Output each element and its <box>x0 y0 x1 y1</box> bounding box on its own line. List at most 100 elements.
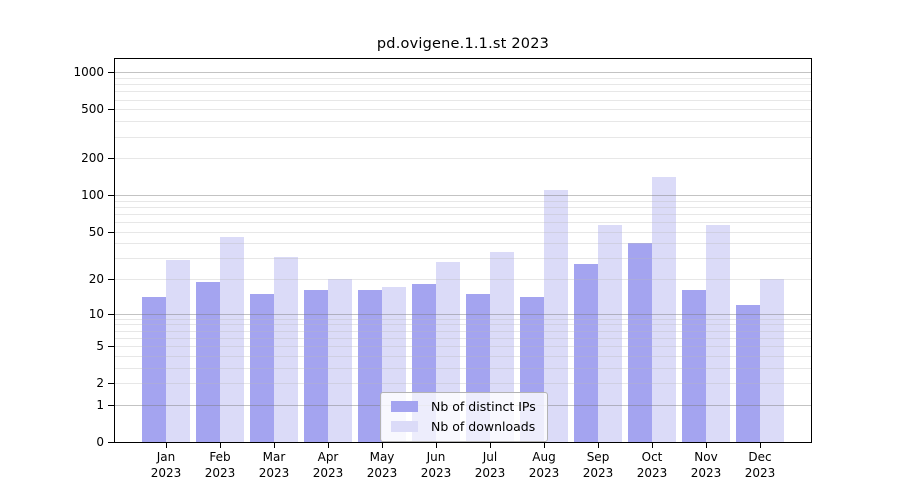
bar-downloads-nov <box>706 224 730 442</box>
x-tick-year: 2023 <box>366 465 398 480</box>
y-axis-tick-label: 0 <box>96 435 104 449</box>
y-axis-tick <box>108 72 114 74</box>
bar-distinct-ips-oct <box>628 243 652 442</box>
x-axis-tick <box>436 443 437 448</box>
y-axis-tick <box>108 109 114 111</box>
legend-swatch-downloads <box>391 421 418 432</box>
y-axis-tick <box>108 313 114 315</box>
grid-line-minor <box>115 231 811 233</box>
y-axis-tick-label: 5 <box>96 339 104 354</box>
grid-line-minor <box>115 213 811 215</box>
bar-distinct-ips-nov <box>682 290 706 442</box>
bar-distinct-ips-sep <box>574 263 598 442</box>
grid-line-minor <box>115 109 811 111</box>
x-tick-month: Feb <box>209 450 231 464</box>
grid-line-major <box>115 72 811 74</box>
bar-downloads-dec <box>760 279 784 442</box>
x-axis-tick-label: Nov 2023 <box>674 450 738 481</box>
bar-downloads-aug <box>544 189 568 442</box>
x-axis-tick-label: Sep 2023 <box>566 450 630 481</box>
x-axis-tick <box>490 443 491 448</box>
x-axis-tick-label: Dec 2023 <box>728 450 792 481</box>
x-axis-tick-label: Aug 2023 <box>512 450 576 481</box>
x-axis-tick-label: Jul 2023 <box>458 450 522 481</box>
grid-line-minor <box>115 337 811 339</box>
grid-line-minor <box>115 77 811 79</box>
x-tick-month: Jul <box>482 450 498 464</box>
x-axis-tick-label: Mar 2023 <box>242 450 306 481</box>
y-axis-tick-label: 100 <box>81 188 104 202</box>
x-tick-month: Dec <box>748 450 772 464</box>
grid-line-minor <box>115 84 811 86</box>
y-axis-tick <box>108 279 114 280</box>
grid-line-minor <box>115 243 811 245</box>
bar-downloads-apr <box>328 279 352 442</box>
bar-distinct-ips-dec <box>736 304 760 442</box>
x-axis-tick-label: Jun 2023 <box>404 450 468 481</box>
x-tick-month: Oct <box>641 450 663 464</box>
x-tick-year: 2023 <box>690 465 722 480</box>
grid-line-minor <box>115 324 811 326</box>
grid-line-minor <box>115 121 811 123</box>
x-tick-month: Nov <box>694 450 718 464</box>
x-tick-month: Sep <box>586 450 610 464</box>
x-axis-tick-label: Apr 2023 <box>296 450 360 481</box>
y-axis-tick-label: 1000 <box>73 65 104 80</box>
legend-row-distinct-ips: Nb of distinct IPs <box>391 399 536 414</box>
grid-line-minor <box>115 330 811 332</box>
y-axis-tick <box>108 383 114 385</box>
grid-line-minor <box>115 258 811 260</box>
bar-distinct-ips-mar <box>250 293 274 442</box>
x-tick-year: 2023 <box>420 465 452 480</box>
x-axis-tick <box>544 443 545 448</box>
x-axis-tick <box>598 443 599 448</box>
y-axis-tick <box>108 158 114 160</box>
x-axis-tick <box>760 443 761 448</box>
bar-downloads-oct <box>652 177 676 442</box>
y-axis-tick-label: 1 <box>96 397 104 412</box>
y-axis-tick-label: 200 <box>81 151 104 166</box>
grid-line-minor <box>115 200 811 202</box>
grid-line-major <box>115 195 811 196</box>
plot-area: Nb of distinct IPs Nb of downloads <box>114 58 812 443</box>
grid-line-minor <box>115 318 811 320</box>
x-tick-year: 2023 <box>744 465 776 480</box>
legend-row-downloads: Nb of downloads <box>391 419 536 434</box>
x-tick-month: Mar <box>262 450 286 464</box>
bar-downloads-sep <box>598 224 622 442</box>
x-tick-year: 2023 <box>528 465 560 480</box>
legend-swatch-distinct-ips <box>391 401 418 412</box>
bar-distinct-ips-apr <box>304 290 328 442</box>
y-axis-tick <box>108 346 114 348</box>
x-axis-tick-label: Oct 2023 <box>620 450 684 481</box>
bar-distinct-ips-feb <box>196 281 220 442</box>
x-axis-tick-label: Feb 2023 <box>188 450 252 481</box>
legend-label-downloads: Nb of downloads <box>431 419 536 434</box>
x-tick-month: Jan <box>156 450 176 464</box>
grid-line-minor <box>115 99 811 101</box>
x-tick-year: 2023 <box>204 465 236 480</box>
grid-line-minor <box>115 355 811 357</box>
x-tick-month: Aug <box>532 450 556 464</box>
y-axis-tick-label: 2 <box>96 376 104 391</box>
x-tick-year: 2023 <box>312 465 344 480</box>
y-axis-tick <box>108 231 114 233</box>
x-tick-year: 2023 <box>474 465 506 480</box>
x-tick-month: May <box>369 450 395 464</box>
bar-downloads-mar <box>274 256 298 442</box>
x-axis-tick <box>274 443 275 448</box>
chart-title: pd.ovigene.1.1.st 2023 <box>376 36 550 52</box>
grid-line-minor <box>115 367 811 369</box>
x-axis-tick <box>328 443 329 448</box>
x-tick-month: Apr <box>317 450 339 464</box>
x-axis-tick <box>706 443 707 448</box>
grid-line-major <box>115 313 811 315</box>
grid-line-minor <box>115 158 811 160</box>
grid-line-minor <box>115 206 811 208</box>
grid-line-minor <box>115 222 811 223</box>
y-axis-tick-label: 10 <box>88 306 104 321</box>
y-axis-tick-label: 20 <box>88 272 104 286</box>
x-tick-year: 2023 <box>582 465 614 480</box>
x-axis-tick <box>166 443 167 448</box>
